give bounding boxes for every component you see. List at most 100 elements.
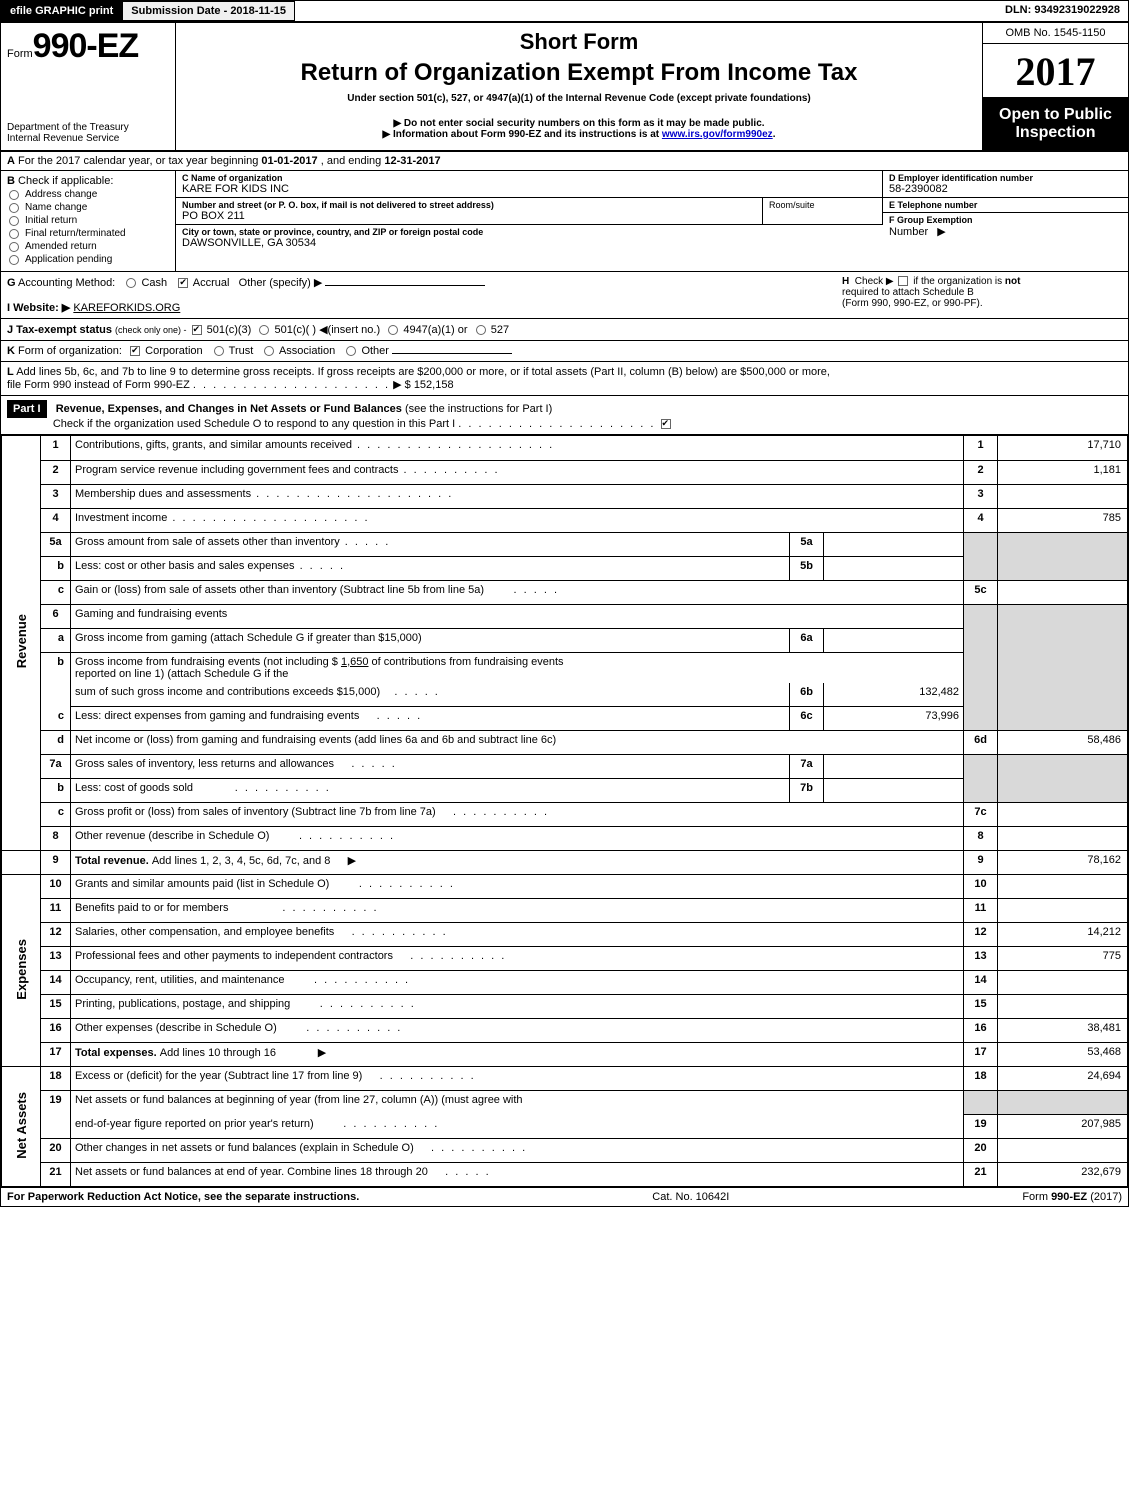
- col-val: [998, 580, 1128, 604]
- line-desc: Total revenue. Add lines 1, 2, 3, 4, 5c,…: [71, 851, 964, 875]
- instructions-link[interactable]: www.irs.gov/form990ez: [662, 129, 773, 140]
- check-address-change[interactable]: Address change: [7, 189, 169, 200]
- mini-val: [824, 556, 964, 580]
- return-title: Return of Organization Exempt From Incom…: [184, 59, 974, 87]
- line-6b-2: sum of such gross income and contributio…: [2, 683, 1128, 707]
- radio-icon[interactable]: [346, 346, 356, 356]
- check-application-pending[interactable]: Application pending: [7, 254, 169, 265]
- col-no: 4: [964, 508, 998, 532]
- col-val: [998, 803, 1128, 827]
- mini-no: 7b: [790, 779, 824, 803]
- line-21: 21 Net assets or fund balances at end of…: [2, 1163, 1128, 1187]
- check-label: Initial return: [25, 215, 77, 226]
- f-caption2: Number: [889, 226, 928, 238]
- check-label: Name change: [25, 202, 87, 213]
- line-desc: Less: direct expenses from gaming and fu…: [71, 707, 790, 731]
- f-caption: F Group Exemption: [889, 215, 1122, 225]
- org-name-cell: C Name of organization KARE FOR KIDS INC: [176, 171, 883, 197]
- checkbox-icon[interactable]: [898, 276, 908, 286]
- line-desc: Gain or (loss) from sale of assets other…: [71, 580, 964, 604]
- l-text2: file Form 990 instead of Form 990-EZ: [7, 379, 190, 391]
- radio-icon: [9, 242, 19, 252]
- page-footer: For Paperwork Reduction Act Notice, see …: [1, 1187, 1128, 1206]
- c-caption: C Name of organization: [182, 173, 876, 183]
- col-no: 20: [964, 1139, 998, 1163]
- col-no: 17: [964, 1043, 998, 1067]
- col-val: 38,481: [998, 1019, 1128, 1043]
- checkbox-icon[interactable]: [178, 278, 188, 288]
- tax-year-end: 12-31-2017: [384, 155, 440, 167]
- efile-print-button[interactable]: efile GRAPHIC print: [1, 1, 122, 21]
- line-6c: c Less: direct expenses from gaming and …: [2, 707, 1128, 731]
- check-final-return[interactable]: Final return/terminated: [7, 228, 169, 239]
- col-val: [998, 1139, 1128, 1163]
- footer-mid: Cat. No. 10642I: [652, 1191, 729, 1203]
- line-19-2: end-of-year figure reported on prior yea…: [2, 1115, 1128, 1139]
- radio-icon[interactable]: [264, 346, 274, 356]
- line-13: 13 Professional fees and other payments …: [2, 947, 1128, 971]
- radio-icon[interactable]: [388, 325, 398, 335]
- col-no: 14: [964, 971, 998, 995]
- line-17: 17 Total expenses. Add lines 10 through …: [2, 1043, 1128, 1067]
- j-501c: 501(c)( ) ◀(insert no.): [274, 324, 380, 336]
- line-no: 21: [41, 1163, 71, 1187]
- line-no: 2: [41, 460, 71, 484]
- line-desc: Occupancy, rent, utilities, and maintena…: [71, 971, 964, 995]
- city-cell: City or town, state or province, country…: [176, 225, 883, 271]
- i-label: I Website: ▶: [7, 302, 70, 314]
- g-other-line[interactable]: [325, 285, 485, 286]
- col-no: 11: [964, 899, 998, 923]
- checkbox-icon[interactable]: [130, 346, 140, 356]
- mini-val: [824, 532, 964, 556]
- fundraising-amt: 1,650: [341, 656, 369, 668]
- line-desc: Professional fees and other payments to …: [71, 947, 964, 971]
- line-desc: Gaming and fundraising events: [71, 604, 964, 628]
- ein-cell: D Employer identification number 58-2390…: [883, 171, 1128, 198]
- radio-icon[interactable]: [476, 325, 486, 335]
- col-no: 10: [964, 875, 998, 899]
- ein-value: 58-2390082: [889, 183, 1122, 195]
- col-no: 2: [964, 460, 998, 484]
- check-label: Application pending: [25, 254, 112, 265]
- checkbox-icon[interactable]: [192, 325, 202, 335]
- website-link[interactable]: KAREFORKIDS.ORG: [73, 302, 180, 314]
- dept-line2: Internal Revenue Service: [7, 133, 169, 144]
- line-no: b: [41, 652, 71, 707]
- line-no: 14: [41, 971, 71, 995]
- open-to-public-badge: Open to Public Inspection: [983, 98, 1128, 150]
- col-no-grey: [964, 755, 998, 803]
- part1-title: Revenue, Expenses, and Changes in Net As…: [56, 403, 402, 415]
- check-amended-return[interactable]: Amended return: [7, 241, 169, 252]
- open-line1: Open to Public: [987, 106, 1124, 124]
- k-other: Other: [361, 345, 389, 357]
- omb-number: OMB No. 1545-1150: [983, 23, 1128, 44]
- col-val-grey: [998, 532, 1128, 580]
- dln-label: DLN: 93492319022928: [997, 1, 1128, 21]
- col-val: [998, 484, 1128, 508]
- line-no: c: [41, 803, 71, 827]
- col-val: 232,679: [998, 1163, 1128, 1187]
- k-other-line[interactable]: [392, 353, 512, 354]
- radio-icon[interactable]: [126, 278, 136, 288]
- check-initial-return[interactable]: Initial return: [7, 215, 169, 226]
- line-no: 13: [41, 947, 71, 971]
- line-5a: 5a Gross amount from sale of assets othe…: [2, 532, 1128, 556]
- radio-icon[interactable]: [214, 346, 224, 356]
- mini-val: 132,482: [824, 683, 964, 707]
- b-text: Check if applicable:: [18, 175, 113, 187]
- line-no: 15: [41, 995, 71, 1019]
- b-label: B: [7, 175, 15, 187]
- h-text3: required to attach Schedule B: [842, 287, 974, 298]
- addr-caption: Number and street (or P. O. box, if mail…: [182, 200, 756, 210]
- footer-right: Form 990-EZ (2017): [1022, 1191, 1122, 1203]
- city-value: DAWSONVILLE, GA 30534: [182, 237, 877, 249]
- col-no: 15: [964, 995, 998, 1019]
- h-not: not: [1005, 276, 1021, 287]
- row-l: L Add lines 5b, 6c, and 7b to line 9 to …: [1, 362, 1128, 396]
- line-desc: Other revenue (describe in Schedule O): [71, 827, 964, 851]
- line-12: 12 Salaries, other compensation, and emp…: [2, 923, 1128, 947]
- radio-icon[interactable]: [259, 325, 269, 335]
- col-val: 785: [998, 508, 1128, 532]
- check-name-change[interactable]: Name change: [7, 202, 169, 213]
- schedule-o-check[interactable]: [661, 419, 671, 429]
